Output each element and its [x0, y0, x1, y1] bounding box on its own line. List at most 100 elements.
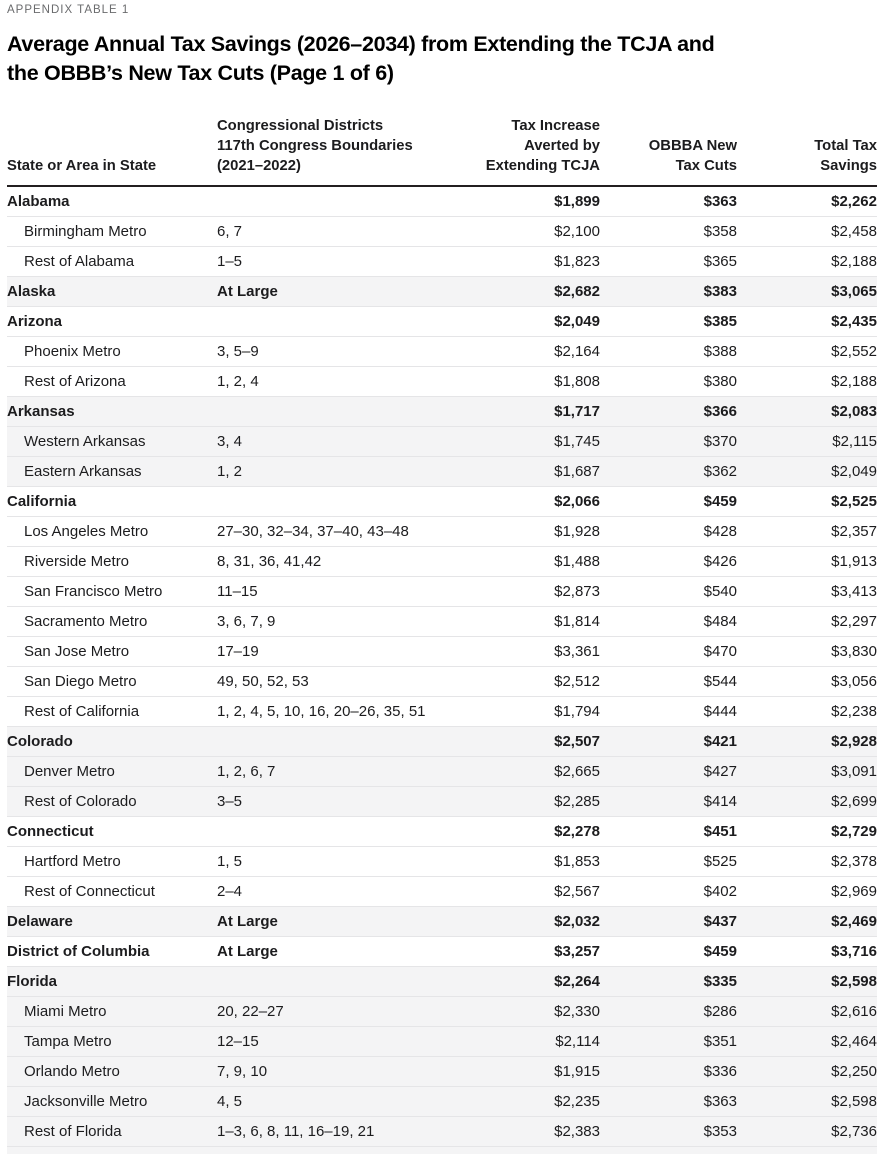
obbba-value-cell: $421	[703, 732, 737, 750]
area-row: Birmingham Metro 6, 7 $2,100 $358 $2,458	[7, 217, 877, 247]
tcja-value-cell: $1,899	[554, 192, 600, 210]
districts-cell: 1, 2, 6, 7	[217, 762, 276, 780]
area-name-cell: San Francisco Metro	[24, 582, 163, 600]
obbba-value-cell: $365	[703, 252, 737, 270]
districts-cell: 1, 2, 4, 5, 10, 16, 20–26, 35, 51	[217, 702, 426, 720]
area-name-cell: District of Columbia	[7, 942, 150, 960]
obbba-value-cell: $383	[703, 282, 737, 300]
obbba-value-cell: $444	[703, 702, 737, 720]
area-row: San Jose Metro 17–19 $3,361 $470 $3,830	[7, 637, 877, 667]
area-name-cell: Sacramento Metro	[24, 612, 148, 630]
obbba-value-cell: $525	[703, 852, 737, 870]
obbba-value-cell: $353	[703, 1122, 737, 1140]
total-value-cell: $2,188	[831, 372, 877, 390]
area-name-cell: Alabama	[7, 192, 70, 210]
area-name-cell: Rest of Florida	[24, 1122, 122, 1140]
total-value-cell: $2,115	[832, 432, 877, 450]
total-value-cell: $2,250	[831, 1062, 877, 1080]
area-row: Rest of Connecticut 2–4 $2,567 $402 $2,969	[7, 877, 877, 907]
obbba-value-cell: $351	[703, 1032, 737, 1050]
total-value-cell: $2,928	[831, 732, 877, 750]
tcja-value-cell: $2,512	[554, 672, 600, 690]
districts-cell: 8, 31, 36, 41,42	[217, 552, 322, 570]
area-row: San Diego Metro 49, 50, 52, 53 $2,512 $544 $…	[7, 667, 877, 697]
total-value-cell: $3,056	[831, 672, 877, 690]
tcja-value-cell: $1,687	[554, 462, 600, 480]
tcja-value-cell: $2,665	[554, 762, 600, 780]
obbba-value-cell: $470	[703, 642, 737, 660]
districts-cell: 49, 50, 52, 53	[217, 672, 309, 690]
area-name-cell: Denver Metro	[24, 762, 115, 780]
tcja-value-cell: $1,823	[554, 252, 600, 270]
total-value-cell: $2,552	[831, 342, 877, 360]
districts-cell: 3, 6, 7, 9	[217, 612, 276, 630]
total-value-cell: $2,378	[831, 852, 877, 870]
tcja-value-cell: $2,507	[554, 732, 600, 750]
total-value-cell: $2,969	[831, 882, 877, 900]
area-row: Hartford Metro 1, 5 $1,853 $525 $2,378	[7, 847, 877, 877]
tcja-value-cell: $2,567	[554, 882, 600, 900]
header-obbba-new-cuts: OBBBA New Tax Cuts	[648, 138, 737, 174]
area-name-cell: Orlando Metro	[24, 1062, 120, 1080]
area-name-cell: Tampa Metro	[24, 1032, 112, 1050]
area-name-cell: Miami Metro	[24, 1002, 107, 1020]
total-value-cell: $3,065	[831, 282, 877, 300]
obbba-value-cell: $437	[703, 912, 737, 930]
obbba-value-cell: $358	[703, 222, 737, 240]
tcja-value-cell: $2,330	[554, 1002, 600, 1020]
tcja-value-cell: $1,488	[554, 552, 600, 570]
area-name-cell: Western Arkansas	[24, 432, 146, 450]
header-total-savings: Total Tax Savings	[814, 138, 877, 174]
obbba-value-cell: $388	[703, 342, 737, 360]
state-row: District of Columbia At Large $3,257 $459 $3…	[7, 937, 877, 967]
obbba-value-cell: $451	[703, 822, 737, 840]
state-row: Alaska At Large $2,682 $383 $3,065	[7, 277, 877, 307]
table-bottom-fill	[7, 1147, 877, 1154]
total-value-cell: $2,598	[831, 1092, 877, 1110]
districts-cell: 2–4	[217, 882, 243, 900]
obbba-value-cell: $540	[703, 582, 737, 600]
obbba-value-cell: $402	[703, 882, 737, 900]
tcja-value-cell: $2,278	[554, 822, 600, 840]
obbba-value-cell: $459	[703, 492, 737, 510]
total-value-cell: $2,049	[831, 462, 877, 480]
obbba-value-cell: $380	[703, 372, 737, 390]
districts-cell: 3–5	[217, 792, 243, 810]
area-name-cell: Rest of Connecticut	[24, 882, 155, 900]
area-row: Rest of Colorado 3–5 $2,285 $414 $2,699	[7, 787, 877, 817]
area-name-cell: Phoenix Metro	[24, 342, 121, 360]
obbba-value-cell: $428	[703, 522, 737, 540]
districts-cell: At Large	[217, 912, 278, 930]
state-row: Delaware At Large $2,032 $437 $2,469	[7, 907, 877, 937]
area-name-cell: Rest of Colorado	[24, 792, 137, 810]
obbba-value-cell: $336	[703, 1062, 737, 1080]
area-row: Jacksonville Metro 4, 5 $2,235 $363 $2,598	[7, 1087, 877, 1117]
total-value-cell: $2,238	[831, 702, 877, 720]
area-name-cell: Colorado	[7, 732, 73, 750]
total-value-cell: $2,699	[831, 792, 877, 810]
total-value-cell: $2,469	[831, 912, 877, 930]
area-name-cell: Delaware	[7, 912, 73, 930]
total-value-cell: $2,458	[831, 222, 877, 240]
area-row: Rest of Florida 1–3, 6, 8, 11, 16–19, 21 $…	[7, 1117, 877, 1147]
area-name-cell: Rest of Alabama	[24, 252, 135, 270]
districts-cell: 17–19	[217, 642, 259, 660]
area-name-cell: Arizona	[7, 312, 63, 330]
total-value-cell: $2,598	[831, 972, 877, 990]
tcja-value-cell: $1,853	[554, 852, 600, 870]
total-value-cell: $2,297	[831, 612, 877, 630]
total-value-cell: $2,464	[831, 1032, 877, 1050]
total-value-cell: $3,830	[831, 642, 877, 660]
tcja-value-cell: $2,066	[554, 492, 600, 510]
area-name-cell: Eastern Arkansas	[24, 462, 142, 480]
tcja-value-cell: $2,032	[554, 912, 600, 930]
districts-cell: 11–15	[217, 582, 258, 600]
tcja-value-cell: $1,808	[554, 372, 600, 390]
area-name-cell: Jacksonville Metro	[24, 1092, 148, 1110]
obbba-value-cell: $363	[703, 1092, 737, 1110]
state-row: Arkansas $1,717 $366 $2,083	[7, 397, 877, 427]
tcja-value-cell: $3,361	[554, 642, 600, 660]
tcja-value-cell: $1,745	[554, 432, 600, 450]
districts-cell: 6, 7	[217, 222, 243, 240]
